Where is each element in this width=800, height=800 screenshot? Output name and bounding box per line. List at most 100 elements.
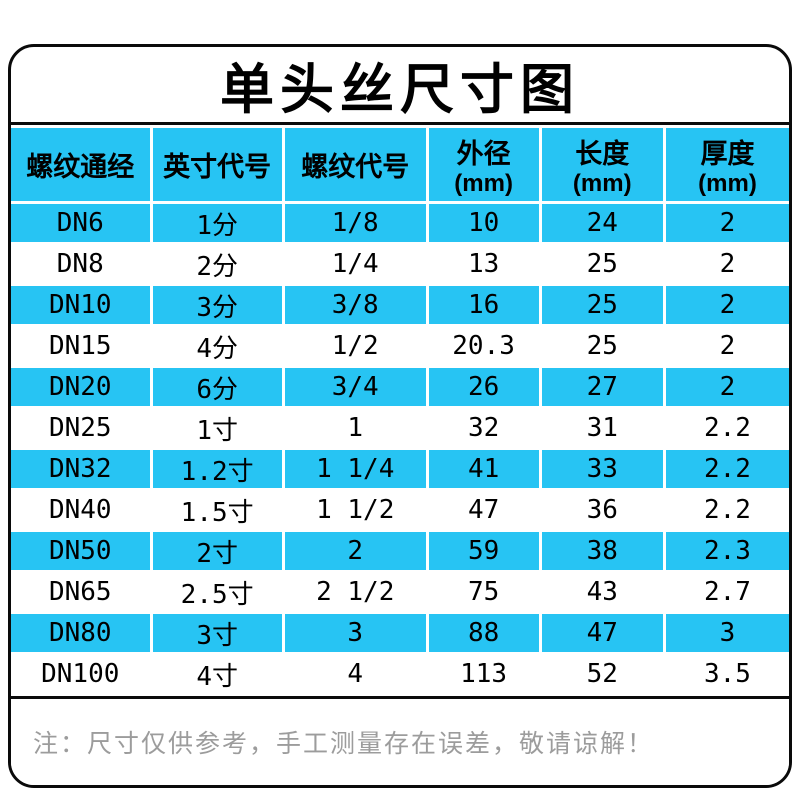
table-cell: 3/8: [281, 283, 429, 327]
table-cell: 25: [538, 242, 666, 286]
table-cell: 3.5: [662, 652, 789, 696]
table-row: DN40 1.5寸 1 1/2 47 36 2.2: [11, 488, 789, 532]
column-header: 厚度 (mm): [662, 125, 789, 204]
table-cell: DN40: [11, 488, 153, 532]
table-cell: 31: [538, 406, 666, 450]
table-cell: 20.3: [425, 324, 542, 368]
table-row: DN10 3分 3/8 16 25 2: [11, 283, 789, 327]
table-cell: 2寸: [149, 529, 285, 573]
table-cell: 1.2寸: [149, 447, 285, 491]
table-cell: 2.2: [662, 447, 789, 491]
table-cell: DN15: [11, 324, 153, 368]
table-cell: 2: [662, 201, 789, 245]
table-cell: 4分: [149, 324, 285, 368]
table-cell: DN20: [11, 365, 153, 409]
table-cell: 1: [281, 406, 429, 450]
table-cell: 3分: [149, 283, 285, 327]
table-cell: 59: [425, 529, 542, 573]
column-header-label: 英寸代号: [163, 152, 272, 182]
table-cell: DN65: [11, 570, 153, 614]
table-cell: 4寸: [149, 652, 285, 696]
table-cell: 2.7: [662, 570, 789, 614]
table-row: DN8 2分 1/4 13 25 2: [11, 242, 789, 286]
column-header-unit: (mm): [572, 170, 632, 198]
table-cell: 3寸: [149, 611, 285, 655]
table-cell: 16: [425, 283, 542, 327]
table-cell: 3: [281, 611, 429, 655]
table-row: DN100 4寸 4 113 52 3.5: [11, 652, 789, 696]
table-cell: 2.2: [662, 488, 789, 532]
column-header: 英寸代号: [149, 125, 285, 204]
table-cell: 38: [538, 529, 666, 573]
table-cell: 2.5寸: [149, 570, 285, 614]
table-body: DN6 1分 1/8 10 24 2 DN8 2分 1/4 13 25 2 DN10 3分 3/8 16 25 2…: [11, 201, 789, 696]
table-cell: 47: [425, 488, 542, 532]
table-cell: DN100: [11, 652, 153, 696]
table-cell: 3/4: [281, 365, 429, 409]
table-row: DN65 2.5寸 2 1/2 75 43 2.7: [11, 570, 789, 614]
table-cell: 4: [281, 652, 429, 696]
column-header-label: 外径: [456, 139, 511, 170]
table-row: DN50 2寸 2 59 38 2.3: [11, 529, 789, 573]
table-cell: 41: [425, 447, 542, 491]
column-header: 长度 (mm): [538, 125, 666, 204]
column-header: 螺纹通经: [11, 125, 153, 204]
table-cell: 1 1/4: [281, 447, 429, 491]
table-cell: 47: [538, 611, 666, 655]
table-cell: 2.3: [662, 529, 789, 573]
column-header-label: 厚度: [700, 139, 755, 170]
table-cell: 27: [538, 365, 666, 409]
disclaimer-note: 注：尺寸仅供参考，手工测量存在误差，敬请谅解！: [11, 696, 789, 785]
column-header: 螺纹代号: [281, 125, 429, 204]
table-row: DN25 1寸 1 32 31 2.2: [11, 406, 789, 450]
table-cell: 1.5寸: [149, 488, 285, 532]
column-header-unit: (mm): [698, 170, 757, 198]
table-cell: 24: [538, 201, 666, 245]
table-cell: 1分: [149, 201, 285, 245]
column-header-unit: (mm): [454, 170, 513, 198]
column-header-label: 螺纹代号: [301, 152, 410, 182]
table-cell: 10: [425, 201, 542, 245]
table-row: DN6 1分 1/8 10 24 2: [11, 201, 789, 245]
table-row: DN15 4分 1/2 20.3 25 2: [11, 324, 789, 368]
table-cell: 52: [538, 652, 666, 696]
table-cell: 1/2: [281, 324, 429, 368]
table-cell: 1/8: [281, 201, 429, 245]
product-size-card: 单头丝尺寸图 螺纹通经 英寸代号 螺纹代号 外径 (mm): [8, 44, 792, 788]
table-cell: 3: [662, 611, 789, 655]
table-cell: 2分: [149, 242, 285, 286]
table-cell: 36: [538, 488, 666, 532]
table-cell: DN80: [11, 611, 153, 655]
page-title: 单头丝尺寸图: [11, 47, 789, 125]
table-cell: 26: [425, 365, 542, 409]
table-cell: DN50: [11, 529, 153, 573]
table-cell: 2.2: [662, 406, 789, 450]
table-row: DN80 3寸 3 88 47 3: [11, 611, 789, 655]
header-row: 螺纹通经 英寸代号 螺纹代号 外径 (mm) 长度 (mm): [11, 125, 789, 204]
table-cell: 2: [662, 324, 789, 368]
table-cell: 25: [538, 283, 666, 327]
table-cell: 25: [538, 324, 666, 368]
table-cell: 88: [425, 611, 542, 655]
table-cell: 1/4: [281, 242, 429, 286]
table-cell: 2: [281, 529, 429, 573]
table-cell: 43: [538, 570, 666, 614]
size-table: 螺纹通经 英寸代号 螺纹代号 外径 (mm) 长度 (mm): [11, 125, 789, 696]
table-row: DN20 6分 3/4 26 27 2: [11, 365, 789, 409]
table-cell: 2: [662, 242, 789, 286]
table-header: 螺纹通经 英寸代号 螺纹代号 外径 (mm) 长度 (mm): [11, 125, 789, 204]
table-cell: 33: [538, 447, 666, 491]
column-header-label: 长度: [575, 139, 630, 170]
table-cell: 1寸: [149, 406, 285, 450]
table-cell: DN25: [11, 406, 153, 450]
table-cell: DN6: [11, 201, 153, 245]
table-cell: 13: [425, 242, 542, 286]
table-cell: DN10: [11, 283, 153, 327]
table-cell: 2: [662, 365, 789, 409]
table-cell: 32: [425, 406, 542, 450]
table-cell: 2 1/2: [281, 570, 429, 614]
table-row: DN32 1.2寸 1 1/4 41 33 2.2: [11, 447, 789, 491]
table-cell: 1 1/2: [281, 488, 429, 532]
table-cell: 113: [425, 652, 542, 696]
table-cell: 2: [662, 283, 789, 327]
